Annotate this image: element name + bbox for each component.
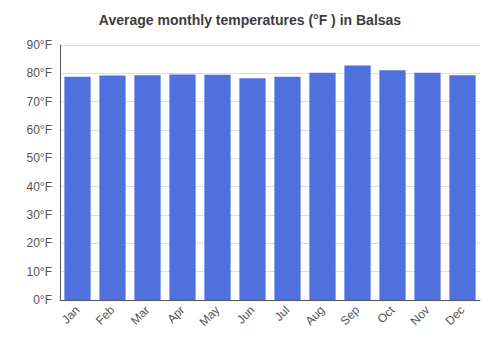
svg-text:Jan: Jan bbox=[59, 303, 83, 327]
svg-text:Jun: Jun bbox=[234, 303, 258, 327]
svg-text:40°F: 40°F bbox=[27, 180, 52, 194]
svg-text:80°F: 80°F bbox=[27, 66, 52, 80]
svg-text:Feb: Feb bbox=[93, 303, 118, 328]
svg-text:30°F: 30°F bbox=[27, 208, 52, 222]
svg-text:90°F: 90°F bbox=[27, 38, 52, 52]
svg-text:Mar: Mar bbox=[128, 303, 153, 327]
svg-text:50°F: 50°F bbox=[27, 151, 52, 165]
svg-text:Average monthly temperatures (: Average monthly temperatures (°F ) in Ba… bbox=[99, 12, 401, 28]
svg-text:Sep: Sep bbox=[337, 303, 362, 328]
svg-text:Oct: Oct bbox=[374, 303, 398, 327]
svg-text:70°F: 70°F bbox=[27, 95, 52, 109]
svg-text:10°F: 10°F bbox=[27, 265, 52, 279]
svg-text:Nov: Nov bbox=[407, 303, 432, 328]
svg-text:60°F: 60°F bbox=[27, 123, 52, 137]
svg-text:0°F: 0°F bbox=[33, 293, 52, 307]
svg-text:Jul: Jul bbox=[272, 303, 293, 324]
svg-text:Aug: Aug bbox=[302, 303, 327, 328]
svg-text:Dec: Dec bbox=[442, 303, 467, 328]
svg-text:Apr: Apr bbox=[164, 303, 187, 326]
svg-text:20°F: 20°F bbox=[27, 236, 52, 250]
svg-text:May: May bbox=[197, 303, 223, 329]
